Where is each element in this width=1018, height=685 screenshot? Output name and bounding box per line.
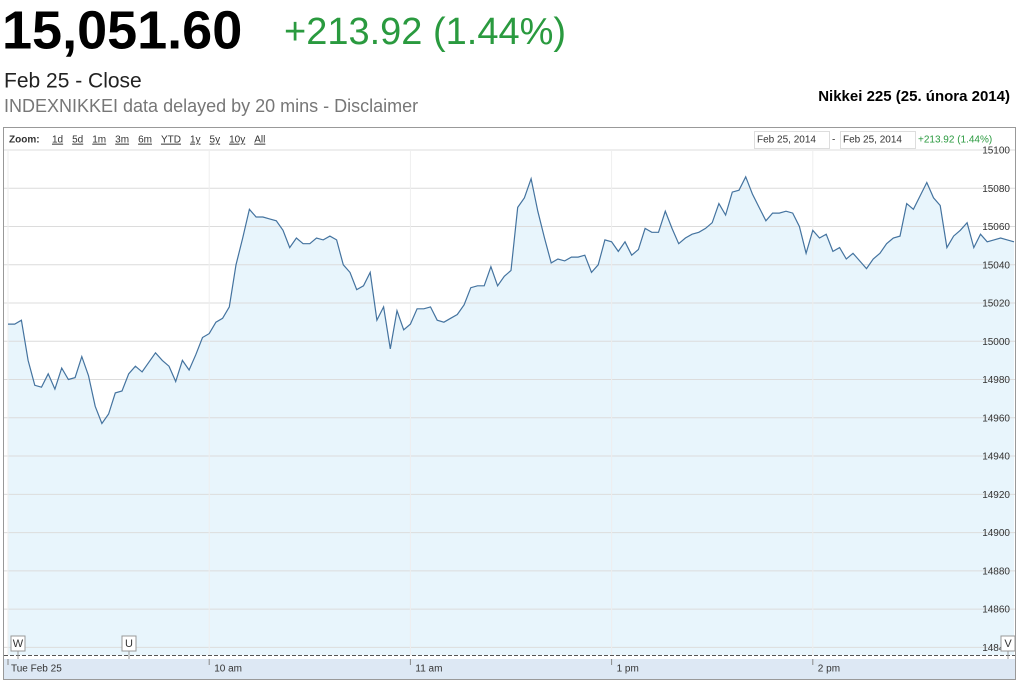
zoom-links: 1d 5d 1m 3m 6m YTD 1y 5y 10y All	[52, 135, 265, 146]
y-tick-label: 15100	[982, 146, 1010, 157]
zoom-link[interactable]: 6m	[138, 135, 152, 146]
y-tick-label: 14960	[982, 413, 1010, 424]
x-tick-label: Tue Feb 25	[11, 664, 62, 675]
y-tick-label: 15000	[982, 337, 1010, 348]
range-to: Feb 25, 2014	[843, 135, 902, 146]
zoom-link[interactable]: 5d	[72, 135, 83, 146]
chart-title: Nikkei 225 (25. února 2014)	[818, 88, 1010, 105]
range-box	[840, 131, 916, 149]
range-box	[754, 131, 830, 149]
flag-label: W	[13, 638, 24, 650]
range-from: Feb 25, 2014	[757, 135, 816, 146]
range-change: +213.92 (1.44%)	[918, 135, 992, 146]
y-tick-label: 15020	[982, 299, 1010, 310]
flag-label: V	[1004, 638, 1012, 650]
range-sep: -	[832, 135, 835, 146]
x-tick-label: 2 pm	[818, 664, 840, 675]
x-axis-band	[4, 659, 1015, 679]
y-tick-label: 15060	[982, 222, 1010, 233]
x-tick-label: 10 am	[214, 664, 242, 675]
plot: 14840 14860 14880 14900 14920 14940 14960 14980…	[4, 146, 1016, 679]
status: Feb 25 - Close	[4, 70, 142, 93]
zoom-link[interactable]: 1m	[92, 135, 106, 146]
zoom-link[interactable]: 10y	[229, 135, 245, 146]
area-fill	[8, 176, 1014, 656]
zoom-link[interactable]: YTD	[161, 135, 181, 146]
y-tick-label: 14940	[982, 452, 1010, 463]
zoom-link[interactable]: All	[254, 135, 265, 146]
zoom-link[interactable]: 5y	[210, 135, 221, 146]
y-tick-label: 14860	[982, 605, 1010, 616]
y-tick-label: 14920	[982, 490, 1010, 501]
price: 15,051.60	[2, 0, 242, 60]
price-line	[8, 175, 1015, 425]
zoom-link[interactable]: 3m	[115, 135, 129, 146]
x-tick-label: 11 am	[415, 664, 442, 675]
zoom-link[interactable]: 1y	[190, 135, 201, 146]
y-tick-label: 14900	[982, 528, 1010, 539]
y-tick-label: 14880	[982, 566, 1010, 577]
source: INDEXNIKKEI data delayed by 20 mins - Di…	[4, 96, 418, 116]
y-tick-label: 15080	[982, 184, 1010, 195]
flag-label: U	[125, 638, 133, 650]
y-tick-label: 14840	[982, 643, 1010, 654]
zoom-label: Zoom:	[9, 135, 40, 146]
zoom-link[interactable]: 1d	[52, 135, 63, 146]
price-change: +213.92 (1.44%)	[284, 11, 566, 53]
x-tick-label: 1 pm	[617, 664, 639, 675]
y-tick-label: 14980	[982, 375, 1010, 386]
y-tick-label: 15040	[982, 260, 1010, 271]
